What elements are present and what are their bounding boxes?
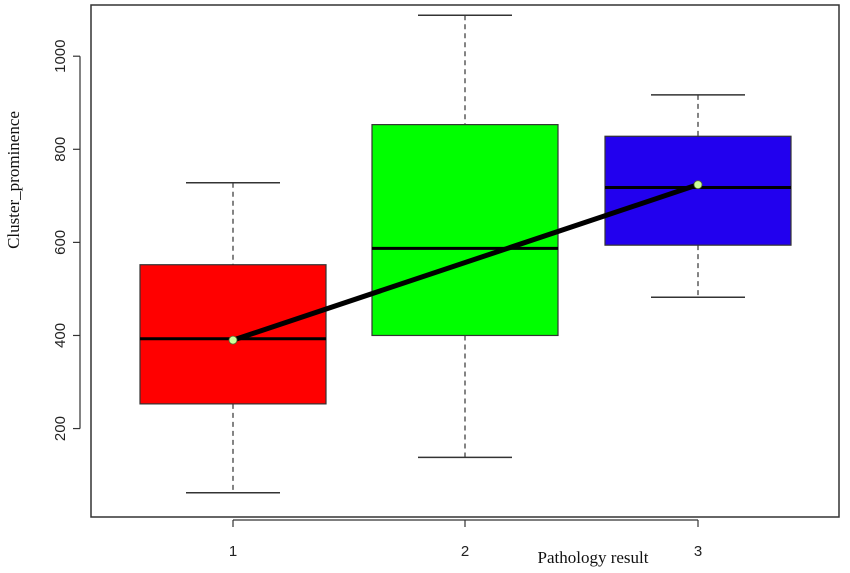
box-group-3 (604, 94, 792, 299)
y-axis: 200 400 600 800 1000 (52, 40, 81, 441)
box-iqr (604, 135, 792, 246)
box-group-2 (371, 14, 559, 459)
mean-trend-line (228, 180, 703, 345)
x-tick-label: 1 (229, 543, 237, 560)
y-tick-label: 1000 (52, 40, 69, 73)
mean-line (230, 182, 701, 343)
x-tick-label: 2 (461, 543, 469, 560)
y-tick-label: 400 (52, 323, 69, 348)
mean-point (693, 180, 703, 190)
y-tick-label: 800 (52, 137, 69, 162)
box-series (139, 14, 792, 494)
plot-frame (90, 4, 840, 518)
x-axis: 1 2 3 (229, 519, 702, 560)
y-tick-label: 200 (52, 416, 69, 441)
box-group-1 (139, 182, 327, 494)
x-tick-label: 3 (694, 543, 702, 560)
box-iqr (371, 124, 559, 337)
y-axis-label: Cluster_prominence (4, 111, 23, 249)
x-axis-label: Pathology result (538, 548, 649, 567)
mean-point (228, 335, 238, 345)
box-iqr (139, 264, 327, 405)
y-tick-label: 600 (52, 230, 69, 255)
